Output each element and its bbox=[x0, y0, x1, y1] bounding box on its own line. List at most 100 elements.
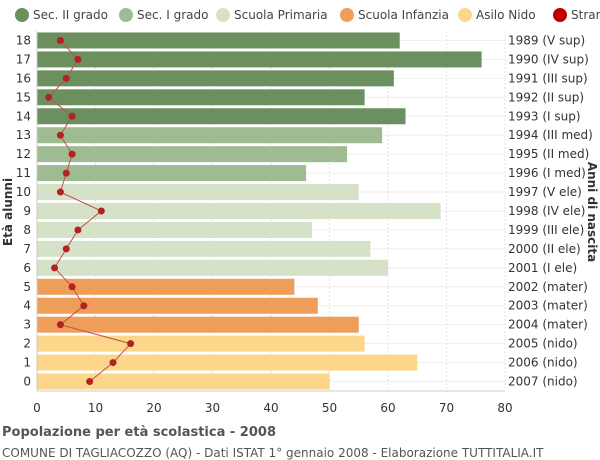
birth-year-label: 2001 (I ele) bbox=[508, 261, 577, 275]
bar bbox=[37, 146, 348, 163]
legend-label: Asilo Nido bbox=[476, 8, 536, 22]
x-tick-label: 50 bbox=[322, 401, 337, 415]
bar bbox=[37, 316, 359, 333]
birth-year-label: 1998 (IV ele) bbox=[508, 204, 585, 218]
bar bbox=[37, 165, 307, 182]
legend: Sec. II grado Sec. I grado Scuola Primaria… bbox=[15, 8, 600, 22]
stranieri-point bbox=[51, 264, 59, 272]
y-tick-label: 12 bbox=[16, 147, 31, 161]
bar bbox=[37, 89, 365, 106]
stranieri-point bbox=[68, 112, 76, 120]
legend-swatch bbox=[553, 8, 567, 22]
birth-year-label: 1990 (IV sup) bbox=[508, 52, 589, 66]
y-axis-label-left: Età alunni bbox=[1, 178, 15, 246]
stranieri-point bbox=[56, 321, 64, 329]
stranieri-point bbox=[74, 226, 82, 234]
birth-year-label: 2007 (nido) bbox=[508, 375, 578, 389]
legend-label: Scuola Infanzia bbox=[358, 8, 449, 22]
stranieri-point bbox=[56, 131, 64, 139]
stranieri-point bbox=[74, 55, 82, 63]
birth-year-label: 1996 (I med) bbox=[508, 166, 586, 180]
birth-year-label: 2004 (mater) bbox=[508, 318, 588, 332]
y-tick-label: 10 bbox=[16, 185, 31, 199]
bar bbox=[37, 373, 330, 390]
x-tick-label: 0 bbox=[33, 401, 41, 415]
y-tick-label: 11 bbox=[16, 166, 31, 180]
legend-swatch bbox=[119, 8, 133, 22]
y-tick-label: 13 bbox=[16, 128, 31, 142]
y-tick-label: 7 bbox=[23, 242, 31, 256]
x-tick-label: 10 bbox=[88, 401, 103, 415]
birth-year-label: 2003 (mater) bbox=[508, 299, 588, 313]
stranieri-series bbox=[45, 36, 135, 386]
stranieri-point bbox=[45, 93, 53, 101]
y-tick-label: 0 bbox=[23, 375, 31, 389]
stranieri-point bbox=[80, 302, 88, 310]
bar bbox=[37, 32, 400, 49]
stranieri-point bbox=[68, 150, 76, 158]
bar bbox=[37, 108, 406, 125]
birth-year-label: 1995 (II med) bbox=[508, 147, 589, 161]
legend-label: Stranieri bbox=[571, 8, 600, 22]
x-tick-label: 40 bbox=[263, 401, 278, 415]
stranieri-point bbox=[127, 340, 135, 348]
birth-year-label: 1991 (III sup) bbox=[508, 71, 588, 85]
y-tick-label: 4 bbox=[23, 299, 31, 313]
stranieri-point bbox=[86, 378, 94, 386]
legend-label: Scuola Primaria bbox=[234, 8, 328, 22]
y-tick-label: 14 bbox=[16, 109, 31, 123]
birth-year-label: 1997 (V ele) bbox=[508, 185, 582, 199]
x-tick-label: 20 bbox=[146, 401, 161, 415]
y-tick-label: 3 bbox=[23, 318, 31, 332]
y-tick-label: 5 bbox=[23, 280, 31, 294]
y-tick-label: 15 bbox=[16, 90, 31, 104]
footer-subtitle: COMUNE DI TAGLIACOZZO (AQ) - Dati ISTAT … bbox=[2, 446, 544, 460]
stranieri-point bbox=[62, 245, 70, 253]
stranieri-point bbox=[56, 188, 64, 196]
y-tick-label: 18 bbox=[16, 33, 31, 47]
bar bbox=[37, 335, 365, 352]
y-tick-label: 9 bbox=[23, 204, 31, 218]
x-tick-label: 30 bbox=[205, 401, 220, 415]
legend-swatch bbox=[340, 8, 354, 22]
y-tick-label: 17 bbox=[16, 52, 31, 66]
birth-year-label: 1993 (I sup) bbox=[508, 109, 581, 123]
bar bbox=[37, 259, 388, 276]
bar bbox=[37, 278, 295, 295]
stranieri-point bbox=[68, 283, 76, 291]
bar bbox=[37, 127, 383, 144]
y-tick-label: 16 bbox=[16, 71, 31, 85]
stranieri-point bbox=[97, 207, 105, 215]
bar bbox=[37, 203, 441, 219]
legend-label: Sec. II grado bbox=[33, 8, 108, 22]
bar bbox=[37, 221, 312, 238]
stranieri-point bbox=[109, 359, 117, 367]
stranieri-point bbox=[56, 36, 64, 44]
bar bbox=[37, 51, 482, 68]
bar bbox=[37, 184, 359, 201]
y-tick-label: 2 bbox=[23, 337, 31, 351]
bar bbox=[37, 297, 318, 314]
x-tick-label: 70 bbox=[439, 401, 454, 415]
stranieri-point bbox=[62, 74, 70, 82]
legend-swatch bbox=[216, 8, 230, 22]
x-tick-label: 60 bbox=[380, 401, 395, 415]
birth-year-label: 2005 (nido) bbox=[508, 337, 578, 351]
birth-year-label: 1999 (III ele) bbox=[508, 223, 584, 237]
y-tick-label: 1 bbox=[23, 356, 31, 370]
birth-year-label: 1994 (III med) bbox=[508, 128, 593, 142]
stranieri-point bbox=[62, 169, 70, 177]
legend-label: Sec. I grado bbox=[137, 8, 208, 22]
legend-swatch bbox=[458, 8, 472, 22]
bar bbox=[37, 240, 371, 257]
y-tick-label: 6 bbox=[23, 261, 31, 275]
birth-year-label: 2006 (nido) bbox=[508, 356, 578, 370]
birth-year-label: 2002 (mater) bbox=[508, 280, 588, 294]
birth-year-label: 1989 (V sup) bbox=[508, 33, 585, 47]
legend-swatch bbox=[15, 8, 29, 22]
footer-title: Popolazione per età scolastica - 2008 bbox=[2, 425, 276, 440]
birth-year-label: 2000 (II ele) bbox=[508, 242, 581, 256]
bar bbox=[37, 354, 418, 371]
